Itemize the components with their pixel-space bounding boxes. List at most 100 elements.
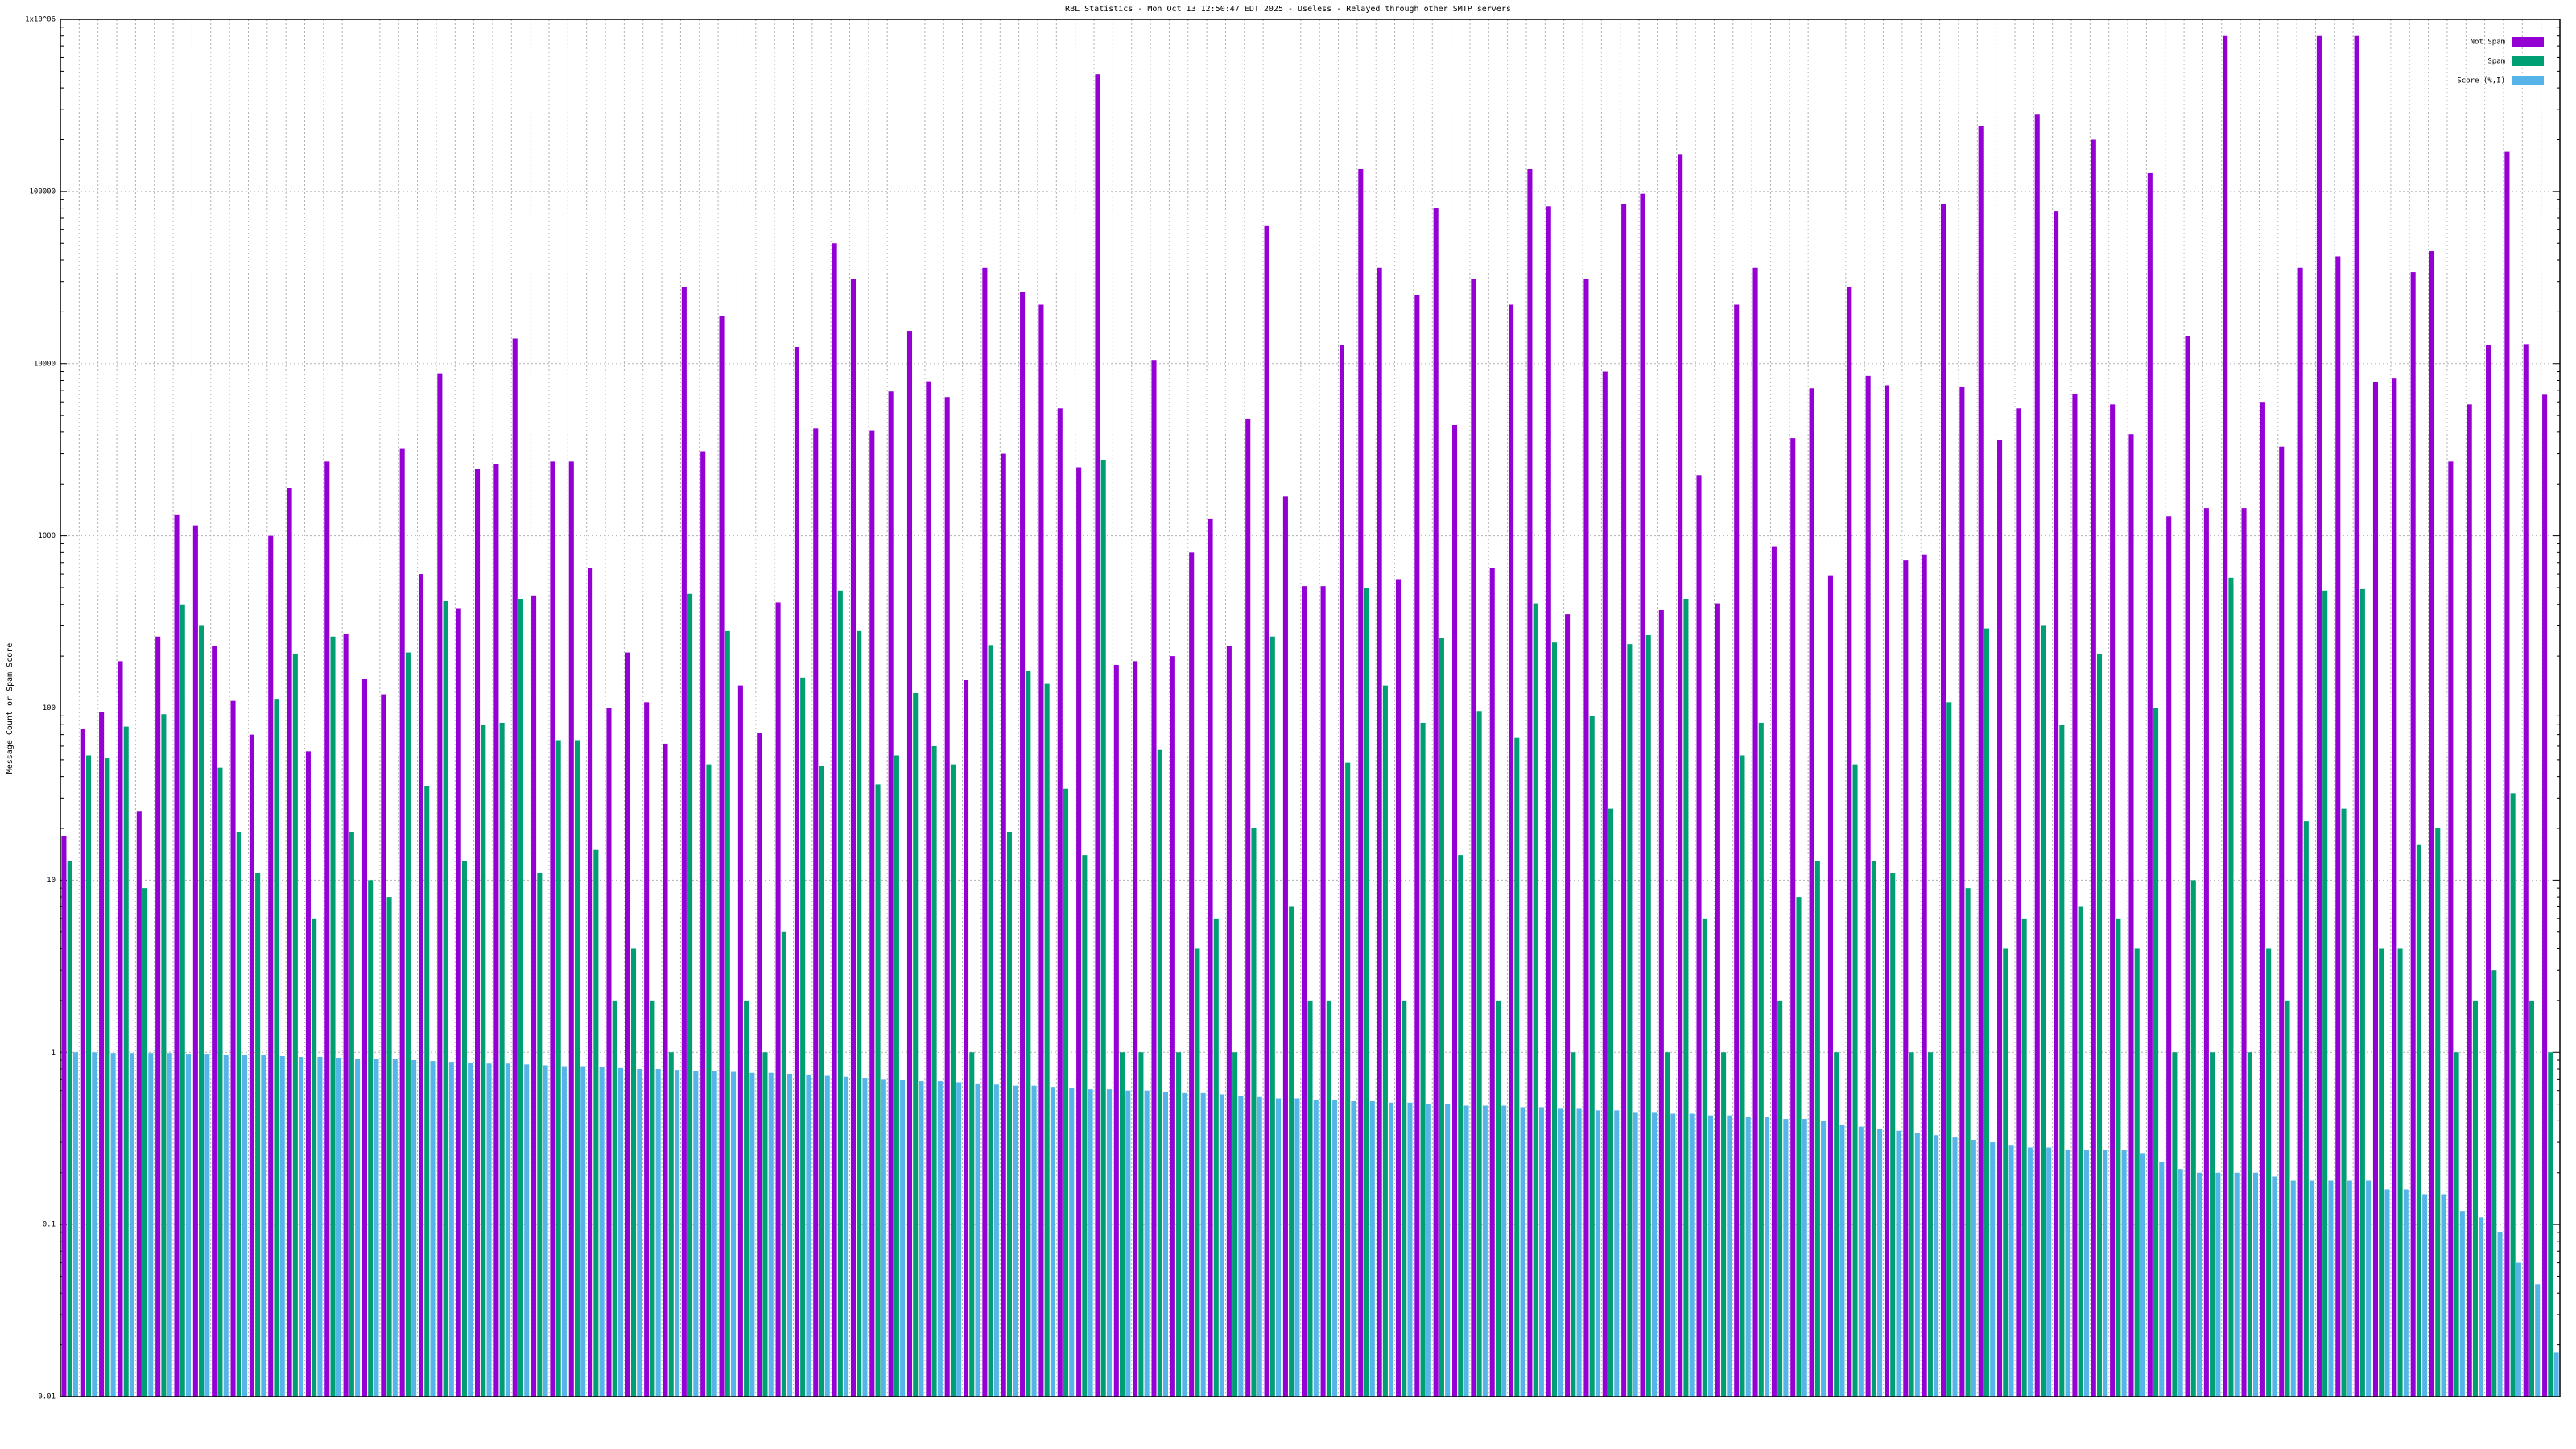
- legend-swatch: [2512, 37, 2544, 47]
- bar: [819, 766, 824, 1397]
- bar: [1927, 1052, 1933, 1397]
- bar: [1195, 948, 1200, 1397]
- bar: [1162, 1092, 1169, 1397]
- bar: [2454, 1052, 2459, 1397]
- bar: [287, 488, 292, 1397]
- bar: [2435, 828, 2441, 1397]
- bar: [2392, 378, 2397, 1397]
- bar: [612, 1000, 617, 1397]
- bar: [142, 888, 148, 1397]
- bar: [242, 1055, 248, 1397]
- bar: [1463, 1105, 1469, 1397]
- bar: [919, 1081, 924, 1397]
- bar: [655, 1068, 661, 1397]
- bar: [1264, 225, 1269, 1397]
- bar: [588, 568, 593, 1397]
- bar: [1665, 1052, 1670, 1397]
- bar: [606, 708, 612, 1397]
- bar: [837, 590, 843, 1397]
- bar: [1565, 614, 1571, 1397]
- bar: [969, 1052, 975, 1397]
- bar: [1909, 1052, 1914, 1397]
- bar: [2366, 1180, 2372, 1397]
- bar: [255, 873, 261, 1397]
- bar: [1476, 711, 1482, 1397]
- bar: [1520, 1107, 1525, 1397]
- bar: [2134, 948, 2140, 1397]
- bar: [411, 1060, 417, 1397]
- bar: [1407, 1102, 1413, 1397]
- bar: [443, 601, 448, 1397]
- bar: [2046, 1147, 2052, 1397]
- bar: [1307, 1000, 1313, 1397]
- bar: [617, 1067, 623, 1397]
- bar: [2215, 1172, 2221, 1397]
- bar: [1758, 722, 1764, 1397]
- bar: [2223, 35, 2228, 1397]
- bar: [1451, 425, 1458, 1397]
- bar: [136, 811, 142, 1397]
- bar: [1651, 1112, 1657, 1397]
- bar: [1783, 1119, 1789, 1397]
- bar: [2203, 508, 2209, 1397]
- bar: [1326, 1000, 1331, 1397]
- bar: [599, 1067, 605, 1397]
- bar: [950, 764, 956, 1397]
- y-tick-label: 1x10^06: [25, 16, 56, 24]
- bar: [1106, 1089, 1112, 1397]
- bar: [1890, 873, 1896, 1397]
- bar: [2054, 211, 2059, 1397]
- bar: [1358, 168, 1364, 1397]
- bar: [1583, 279, 1589, 1397]
- bar: [1809, 388, 1814, 1397]
- bar: [524, 1064, 530, 1397]
- bar: [212, 646, 217, 1397]
- bar: [1884, 385, 1890, 1397]
- bar: [392, 1059, 398, 1397]
- bar: [456, 608, 461, 1397]
- bar: [2310, 1180, 2315, 1397]
- legend-label: Spam: [2487, 58, 2505, 66]
- bar: [1133, 661, 1138, 1397]
- bar: [2147, 172, 2153, 1397]
- bar: [1914, 1133, 1920, 1397]
- bar: [461, 861, 467, 1397]
- bar: [1940, 203, 1946, 1397]
- bar: [2359, 588, 2365, 1397]
- bar: [481, 724, 486, 1397]
- bar: [1402, 1000, 1407, 1397]
- bar: [174, 514, 180, 1397]
- bar: [381, 694, 386, 1397]
- bar: [110, 1053, 116, 1397]
- bar: [1978, 126, 1984, 1397]
- bar: [1151, 360, 1157, 1397]
- bar: [2016, 408, 2021, 1397]
- bar: [631, 948, 637, 1397]
- bar: [1125, 1090, 1131, 1397]
- bar: [881, 1079, 886, 1397]
- bar: [964, 679, 969, 1397]
- bar: [1621, 203, 1627, 1397]
- bar: [268, 535, 274, 1397]
- bar: [1959, 386, 1965, 1397]
- bar: [561, 1066, 567, 1397]
- bar: [2397, 948, 2403, 1397]
- bar: [2535, 1284, 2541, 1397]
- bar: [2091, 139, 2096, 1397]
- bar: [230, 700, 236, 1397]
- bar: [1232, 1052, 1238, 1397]
- bar: [1814, 861, 1820, 1397]
- bar: [1038, 304, 1044, 1397]
- bar: [1395, 579, 1402, 1397]
- bar: [2335, 256, 2341, 1397]
- bar: [1571, 1052, 1576, 1397]
- bar: [2497, 1232, 2503, 1397]
- bar: [129, 1053, 134, 1397]
- bar: [1509, 304, 1514, 1397]
- bar: [2027, 1147, 2033, 1397]
- bar: [180, 604, 185, 1397]
- bar: [2065, 1150, 2070, 1397]
- bar: [1176, 1052, 1182, 1397]
- y-tick-label: 10000: [34, 360, 56, 368]
